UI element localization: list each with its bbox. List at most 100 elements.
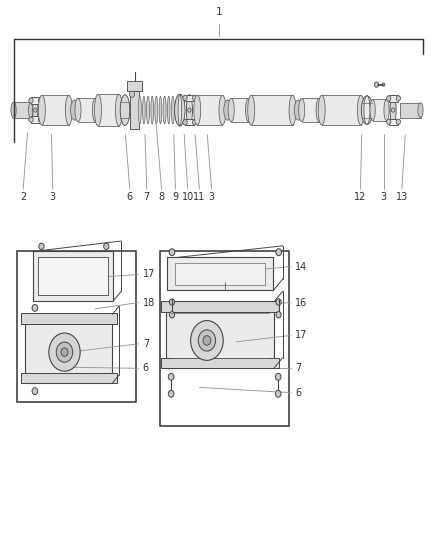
Ellipse shape (387, 119, 391, 124)
Ellipse shape (178, 94, 182, 126)
Ellipse shape (167, 96, 170, 124)
Ellipse shape (294, 100, 302, 120)
Bar (21, 373, 117, 383)
Ellipse shape (382, 83, 385, 86)
Ellipse shape (28, 102, 34, 118)
Ellipse shape (276, 312, 281, 318)
Ellipse shape (390, 95, 396, 125)
Ellipse shape (143, 96, 145, 124)
Ellipse shape (33, 98, 38, 123)
Ellipse shape (29, 98, 33, 103)
Text: 6: 6 (127, 192, 133, 202)
Text: 14: 14 (295, 262, 307, 271)
Ellipse shape (56, 342, 73, 362)
Ellipse shape (95, 94, 102, 126)
Ellipse shape (276, 373, 281, 380)
Ellipse shape (39, 117, 43, 122)
Bar (78, 99, 95, 122)
Ellipse shape (49, 333, 80, 371)
Ellipse shape (11, 102, 16, 118)
Ellipse shape (361, 96, 373, 124)
Bar (166, 302, 274, 368)
Ellipse shape (65, 95, 72, 125)
Ellipse shape (39, 98, 43, 103)
Ellipse shape (228, 99, 234, 122)
Bar (130, 91, 139, 129)
Bar (25, 314, 113, 383)
Bar (14, 102, 31, 118)
Ellipse shape (32, 304, 38, 311)
Ellipse shape (183, 95, 187, 101)
Bar (251, 95, 293, 125)
Ellipse shape (175, 94, 185, 126)
Bar (33, 251, 113, 301)
Text: 16: 16 (295, 297, 307, 308)
Ellipse shape (151, 96, 153, 124)
Ellipse shape (163, 96, 166, 124)
Ellipse shape (364, 96, 370, 124)
Text: 3: 3 (49, 192, 56, 202)
Ellipse shape (219, 95, 226, 125)
Ellipse shape (391, 108, 395, 112)
Ellipse shape (170, 299, 175, 305)
Text: 17: 17 (143, 270, 155, 279)
Ellipse shape (374, 82, 379, 87)
Ellipse shape (384, 100, 389, 120)
Bar (161, 358, 279, 368)
Ellipse shape (370, 100, 375, 120)
Text: 18: 18 (143, 297, 155, 308)
Ellipse shape (203, 336, 211, 345)
Ellipse shape (92, 99, 99, 122)
Ellipse shape (246, 99, 252, 122)
Bar (302, 99, 319, 122)
Ellipse shape (198, 330, 215, 351)
Bar (42, 95, 69, 125)
Ellipse shape (147, 96, 150, 124)
Ellipse shape (32, 387, 38, 394)
Bar (98, 94, 119, 126)
Ellipse shape (318, 95, 325, 125)
Ellipse shape (75, 99, 81, 122)
Ellipse shape (34, 108, 37, 112)
Ellipse shape (357, 95, 364, 125)
Bar (389, 95, 398, 102)
Ellipse shape (171, 96, 174, 124)
Ellipse shape (191, 320, 223, 360)
Ellipse shape (168, 390, 174, 397)
Ellipse shape (39, 243, 44, 249)
Ellipse shape (194, 95, 201, 125)
Bar (231, 99, 249, 122)
Bar (185, 95, 194, 101)
Bar (322, 95, 361, 125)
Text: 6: 6 (295, 387, 301, 398)
Bar (31, 98, 40, 104)
Ellipse shape (159, 96, 162, 124)
Ellipse shape (396, 119, 400, 124)
Ellipse shape (387, 96, 391, 101)
Ellipse shape (169, 249, 175, 256)
Text: 12: 12 (354, 192, 367, 202)
Ellipse shape (276, 390, 281, 397)
Text: 3: 3 (381, 192, 387, 202)
Ellipse shape (186, 95, 192, 125)
Text: 10: 10 (181, 192, 194, 202)
Bar (160, 251, 289, 425)
Bar (31, 116, 40, 123)
Text: 9: 9 (173, 192, 179, 202)
Ellipse shape (29, 117, 33, 122)
Bar (197, 95, 223, 125)
Ellipse shape (39, 95, 46, 125)
Ellipse shape (396, 96, 400, 101)
Text: 7: 7 (143, 339, 149, 349)
Text: 8: 8 (159, 192, 165, 202)
Bar (21, 313, 117, 324)
Text: 3: 3 (208, 192, 215, 202)
Ellipse shape (192, 95, 197, 101)
Ellipse shape (248, 95, 254, 125)
Text: 11: 11 (193, 192, 205, 202)
Bar (373, 100, 387, 120)
Ellipse shape (170, 312, 175, 318)
Text: 7: 7 (295, 364, 301, 373)
Text: 17: 17 (295, 330, 307, 341)
Bar (161, 301, 279, 312)
